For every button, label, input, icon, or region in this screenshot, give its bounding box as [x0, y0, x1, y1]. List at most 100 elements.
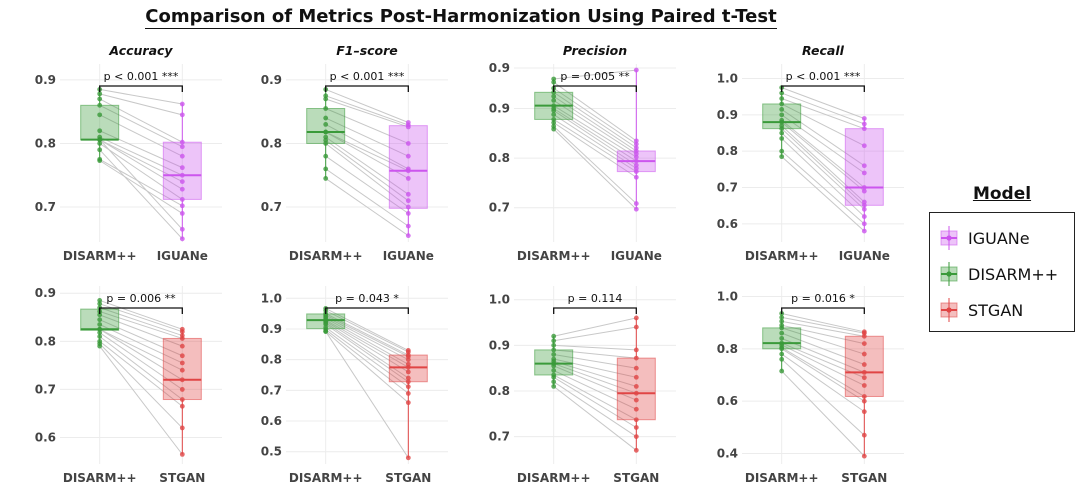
p-value-label: p < 0.001 ***: [104, 70, 179, 83]
y-tick-label: 0.7: [261, 200, 282, 214]
data-point: [861, 383, 867, 388]
pair-line: [325, 323, 409, 383]
pair-line: [325, 329, 409, 394]
data-point: [861, 221, 867, 227]
pair-line: [781, 327, 865, 355]
y-tick-label: 0.6: [717, 217, 738, 231]
p-value-label: p < 0.001 ***: [786, 70, 861, 83]
panel-title: F1–score: [336, 43, 398, 58]
pair-line: [325, 131, 409, 172]
y-tick-label: 0.9: [261, 322, 282, 336]
y-tick-label: 0.8: [261, 136, 282, 150]
data-point: [633, 425, 639, 430]
x-tick-label: IGUANe: [611, 249, 662, 263]
data-point: [633, 390, 639, 396]
pair-line: [553, 353, 637, 369]
data-point: [551, 112, 557, 117]
data-point: [779, 136, 785, 141]
data-point: [633, 174, 639, 180]
pair-line: [325, 95, 409, 126]
panel-6: 0.5 0.6 0.7 0.8 0.9 1.0 DISARM++ STGAN p = 0.043…: [261, 286, 448, 485]
pair-line: [781, 92, 865, 125]
data-point: [861, 333, 867, 339]
data-point: [861, 185, 867, 190]
data-point: [633, 417, 639, 423]
data-point: [633, 315, 639, 321]
x-tick-label: DISARM++: [63, 249, 137, 263]
panel-title: Precision: [563, 43, 627, 58]
pair-line: [325, 331, 409, 403]
data-point: [179, 197, 185, 202]
data-point: [405, 176, 411, 181]
box: [80, 104, 120, 141]
data-point: [179, 153, 185, 159]
data-point: [97, 96, 103, 102]
y-tick-label: 0.9: [489, 338, 510, 352]
data-point: [97, 343, 103, 349]
significance-bracket: [325, 307, 409, 314]
data-point: [779, 107, 785, 112]
p-value-label: p = 0.114: [568, 292, 623, 305]
data-point: [551, 374, 557, 380]
data-point: [633, 374, 639, 380]
y-tick-label: 0.7: [717, 181, 738, 195]
data-point: [179, 360, 185, 366]
data-point: [551, 89, 557, 95]
data-point: [97, 317, 103, 323]
pair-line: [553, 69, 637, 80]
legend-swatch-point: [946, 271, 952, 277]
p-value-label: p = 0.016 *: [791, 292, 855, 305]
pair-line: [325, 331, 409, 459]
data-point: [779, 318, 785, 324]
y-tick-label: 0.9: [489, 101, 510, 115]
legend-label-stgan: STGAN: [968, 300, 1024, 320]
data-point: [551, 342, 557, 348]
p-value-label: p < 0.001 ***: [330, 70, 405, 83]
pair-line: [553, 128, 637, 210]
pair-line: [781, 114, 865, 174]
pair-line: [99, 143, 183, 200]
data-point: [405, 369, 411, 375]
data-point: [779, 130, 785, 136]
y-tick-label: 0.6: [35, 431, 56, 445]
pair-line: [99, 93, 183, 116]
data-point: [551, 98, 557, 103]
data-point: [551, 379, 557, 385]
pair-line: [781, 156, 865, 232]
data-point: [551, 333, 557, 339]
pair-line: [99, 299, 183, 330]
pair-line: [553, 386, 637, 451]
data-point: [97, 102, 103, 108]
data-point: [97, 128, 103, 134]
pair-line: [781, 316, 865, 334]
data-point: [861, 163, 867, 169]
y-tick-label: 0.8: [717, 144, 738, 158]
data-point: [323, 329, 329, 334]
pair-line: [99, 311, 183, 339]
data-point: [179, 377, 185, 383]
data-point: [323, 121, 329, 127]
data-point: [633, 67, 639, 73]
pair-line: [99, 324, 183, 364]
legend-box: IGUANe DISARM++ STGAN: [929, 212, 1075, 332]
data-point: [405, 223, 411, 229]
data-point: [779, 101, 785, 107]
data-point: [405, 364, 411, 370]
data-point: [861, 341, 867, 346]
pair-line: [99, 343, 183, 429]
pair-line: [781, 358, 865, 436]
pair-line: [781, 132, 865, 210]
pair-line: [99, 314, 183, 347]
pair-line: [781, 344, 865, 386]
pair-line: [553, 122, 637, 178]
pair-line: [325, 155, 409, 214]
pair-line: [325, 307, 409, 351]
pair-line: [325, 108, 409, 144]
pair-line: [325, 317, 409, 365]
p-value-label: p = 0.043 *: [335, 292, 399, 305]
data-point: [405, 455, 411, 461]
data-point: [861, 121, 867, 127]
pair-line: [325, 88, 409, 123]
x-tick-label: STGAN: [385, 471, 431, 485]
data-point: [861, 206, 867, 212]
